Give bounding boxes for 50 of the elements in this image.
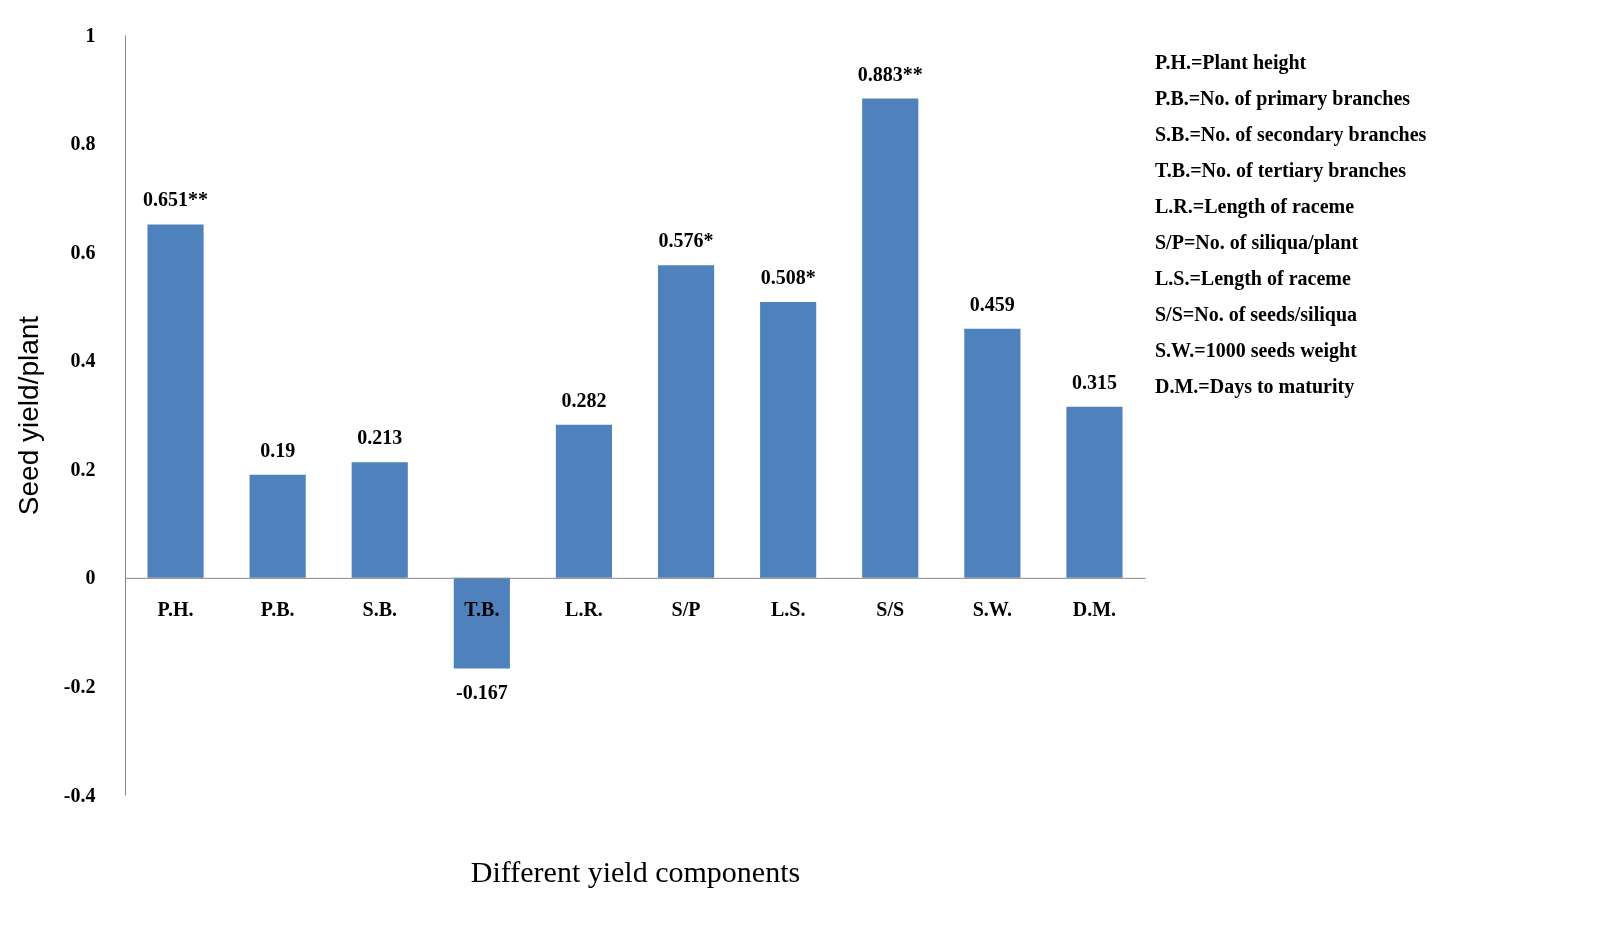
data-label: 0.213 bbox=[357, 426, 403, 449]
data-label: 0.19 bbox=[260, 438, 296, 461]
bar bbox=[862, 98, 919, 578]
bar bbox=[351, 462, 408, 578]
x-tick-label: P.B. bbox=[260, 598, 295, 621]
data-label: -0.167 bbox=[456, 680, 508, 703]
data-label: 0.651** bbox=[143, 188, 209, 211]
x-tick-label: L.R. bbox=[565, 598, 603, 621]
bar bbox=[453, 577, 510, 669]
x-tick-label: S.W. bbox=[972, 598, 1013, 621]
y-tick-label: 0.2 bbox=[70, 457, 96, 480]
data-label: 0.315 bbox=[1071, 370, 1117, 393]
x-tick-label: S/S bbox=[876, 598, 905, 621]
text: S/S=No. of seeds/siliqua bbox=[1155, 303, 1358, 326]
text: T.B.=No. of tertiary branches bbox=[1155, 159, 1407, 182]
text: L.S.=Length of raceme bbox=[1155, 267, 1351, 290]
x-tick-label: L.S. bbox=[770, 598, 806, 621]
text: S/P=No. of siliqua/plant bbox=[1155, 231, 1359, 254]
bar bbox=[1066, 406, 1123, 578]
text: L.R.=Length of raceme bbox=[1155, 195, 1355, 218]
bar bbox=[249, 474, 306, 578]
x-tick-label: T.B. bbox=[464, 598, 500, 621]
bar bbox=[147, 224, 204, 578]
bar bbox=[760, 302, 817, 578]
bar bbox=[964, 328, 1021, 578]
text: S.B.=No. of secondary branches bbox=[1155, 123, 1427, 146]
y-axis-title: Seed yield/plant bbox=[12, 315, 44, 516]
y-tick-label: -0.2 bbox=[63, 674, 96, 697]
text: P.B.=No. of primary branches bbox=[1155, 87, 1411, 110]
text: D.M.=Days to maturity bbox=[1155, 375, 1355, 398]
bar bbox=[657, 265, 715, 578]
y-tick-label: 1 bbox=[85, 23, 96, 46]
y-tick-label: 0.4 bbox=[70, 349, 96, 372]
text: S.W.=1000 seeds weight bbox=[1155, 339, 1358, 362]
x-axis-title: Different yield components bbox=[470, 854, 801, 888]
x-tick-label: P.H. bbox=[157, 598, 194, 621]
bar bbox=[555, 424, 613, 578]
y-tick-label: 0.6 bbox=[70, 240, 96, 263]
x-tick-label: D.M. bbox=[1072, 598, 1117, 621]
data-label: 0.508* bbox=[760, 266, 816, 289]
data-label: 0.576* bbox=[658, 229, 714, 252]
x-tick-label: S/P bbox=[671, 598, 701, 621]
data-label: 0.459 bbox=[969, 292, 1015, 315]
y-tick-label: 0.8 bbox=[70, 132, 96, 155]
data-label: 0.282 bbox=[561, 388, 607, 411]
text: P.H.=Plant height bbox=[1155, 51, 1307, 74]
data-label: 0.883** bbox=[857, 62, 923, 85]
y-tick-label: -0.4 bbox=[63, 783, 96, 806]
y-tick-label: 0 bbox=[85, 566, 96, 589]
x-tick-label: S.B. bbox=[362, 598, 397, 621]
